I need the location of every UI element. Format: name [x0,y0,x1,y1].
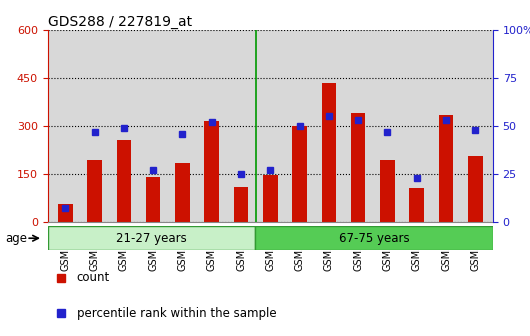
Bar [175,163,190,222]
Bar [146,177,161,222]
Text: count: count [77,271,110,285]
Bar [322,83,336,222]
Bar [263,174,278,222]
Text: 67-75 years: 67-75 years [339,232,410,245]
Bar [255,226,493,250]
Bar [117,140,131,222]
Bar [439,115,453,222]
Text: age: age [5,232,27,245]
Bar [292,126,307,222]
Text: percentile rank within the sample: percentile rank within the sample [77,307,276,320]
Bar [48,226,255,250]
Bar [351,113,366,222]
Bar [380,160,395,222]
Bar [87,160,102,222]
Text: GDS288 / 227819_at: GDS288 / 227819_at [48,15,192,29]
Text: 21-27 years: 21-27 years [116,232,187,245]
Bar [234,187,249,222]
Bar [468,156,483,222]
Bar [409,188,424,222]
Bar [58,204,73,222]
Bar [205,121,219,222]
